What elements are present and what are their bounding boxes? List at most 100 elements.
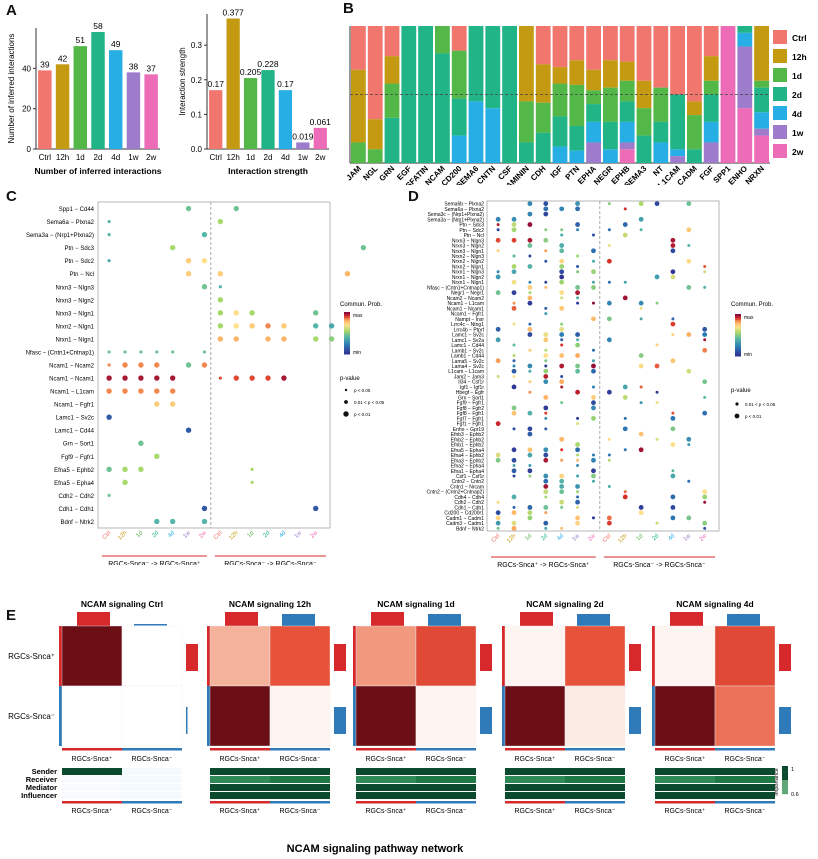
stack-PTN-12h [569,60,585,85]
dot-Ptn − Sdc3 [575,222,580,227]
dot-Efnb1 − Ephb2 [687,443,691,447]
dot-Ptn − Ncl [217,271,224,277]
bottom-strip-neg [122,748,182,751]
colorbar-segment [344,349,350,353]
role-cell [270,792,330,799]
dot-Efna5 − Epha4 [623,448,627,452]
stack-LAMININ-2d [519,142,534,163]
stack-NT-Ctrl [653,26,669,88]
x-tick-label: 12h [617,533,628,544]
dot-Nfasc − (Cntn1+Cntnap1) [575,285,580,290]
y-tick-label: 20 [22,105,31,114]
dot-Ptn − Sdc2 [607,228,611,232]
dot-Cntn2 − (Cntn2+Cntnap2) [702,489,708,495]
role-strip-neg [715,801,775,804]
dot-Lama4 − Sv2c [638,363,644,369]
dot-Ncam1 − L1cam [591,301,595,305]
dot-Nrxn1 − Nlgn2 [654,274,660,280]
bar-value-label: 0.17 [277,79,294,89]
colorbar-segment [344,326,350,330]
x-tick-label: 4d [556,533,565,542]
legend-label: 1d [792,71,802,81]
left-strip-snca-pos [652,626,655,686]
role-cell [715,792,775,799]
dot-Nfasc − (Cntn1+Cntnap1) [155,350,159,354]
dot-Efnb2 − Ephb2 [686,436,692,442]
dot-Ncam1 − L1cam [512,301,516,305]
dot-Sema6a − Plxna2 [107,219,111,224]
dot-Nrxn2 − Nlgn2 [544,259,548,263]
legend-swatch [773,144,787,158]
dot-Ncam1 − L1cam [576,301,580,305]
y-tick-label: Ncam1 − Ncam1 [447,306,485,312]
y-tick-label: Cdh1 − Cdh1 [454,505,484,511]
stack-FGF-1d [703,80,719,95]
colorbar-segment [735,351,741,355]
dot-Enho − Gpr19 [527,426,533,432]
bar-2d [261,70,275,149]
dot-Ptn − Sdc3 [511,222,517,227]
heat-cell [415,625,477,687]
dot-Efna5 − Epha4 [511,447,517,453]
dot-Ncam2 − Ncam2 [622,295,628,301]
stack-NRXN-1d [754,80,769,88]
top-bar-receiver [428,614,461,626]
stack-CADM-Ctrl [687,26,702,102]
dot-Lrrc4c − Ntng1 [528,322,532,326]
colorbar-min: min [353,350,361,356]
dot-Cd200 − Cd200r1 [511,510,517,516]
dot-Efna1 − Epha4 [527,468,533,474]
dot-Lamc1 − Sv2a [560,338,564,342]
x-tick-label: Ctrl [102,530,113,541]
dot-Negr1 − Negr1 [575,290,580,296]
dot-Ncam1 − Ncam1 [138,375,144,381]
top-bar-receiver [577,614,610,626]
y-tick-label: Sema3a − (Nrp1+Plxna2) [26,233,94,239]
dot-Ncam1 − Fgfr1 [544,312,548,316]
size-legend-label: p < 0.05 [354,388,371,393]
panel-label-c: C [6,188,17,205]
colorbar-segment [344,324,350,328]
dot-Lamc1 − Sv2c [106,414,112,420]
x-tick-label: 1w [683,533,693,543]
y-tick-label: Efna1 − Epha4 [451,469,484,475]
x-tick-label: CDH [529,164,548,183]
dot-Nrxn1 − Nlgn1 [281,336,287,342]
stack-CD200-4d [451,135,467,163]
dot-Ncam1 − L1cam [638,300,644,306]
y-tick-label: Nrxn3 − Nlgn2 [55,298,94,304]
bar-value-label: 0.019 [292,131,314,141]
dot-Nrxn3 − Nlgn2 [670,243,676,248]
y-tick-label: Lamc1 − Cd44 [451,343,484,349]
dot-Ncam1 − Ncam1 [639,306,643,310]
stack-ENHO-2d [737,26,753,33]
dot-Sema6b − Plxna2 [527,201,533,207]
colorbar-segment [735,328,741,332]
dot-Nrxn3 − Nlgn3 [495,237,501,243]
x-tick-label: 1w [294,530,304,540]
dot-Efna2 − Epha4 [528,464,532,468]
colorbar-title: Commun. Prob. [731,302,773,308]
dot-Cdh4 − Cdh4 [622,494,628,500]
y-tick-label: Fgf8 − Fgfr1 [457,411,485,417]
dot-Ncam2 − Ncam2 [527,295,533,301]
dot-Lamc1 − Sv2a [576,338,580,342]
y-tick-label: Nrxn3 − Nlgn3 [55,285,94,291]
role-cell [270,768,330,775]
y-tick-label: Sema3c − (Nrp1+Plxna2) [428,212,485,218]
heat-cell [714,685,776,747]
stack-EPHA-12h [586,69,601,91]
y-tick-label: Ptn − Sdc2 [459,228,484,234]
role-label: Influencer [21,791,57,800]
stack-CNTN-2d [485,26,501,109]
dot-Sema6b − Plxna2 [543,201,549,207]
dot-Nrxn3 − Nlgn3 [201,284,208,290]
dot-Fgf8 − Fgfr1 [544,411,548,415]
y-tick-label: Spp1 − Cd44 [59,207,95,213]
y-tick-label: Il34 − Csf1r [458,380,484,386]
dot-Ptn − Ncl [560,233,564,237]
stack-SEMA3-12h [636,80,652,109]
col-label: RGCs-Snca⁻ [131,756,172,763]
colorbar-segment [735,326,741,330]
dot-Lama4 − Sv2c [512,364,516,368]
